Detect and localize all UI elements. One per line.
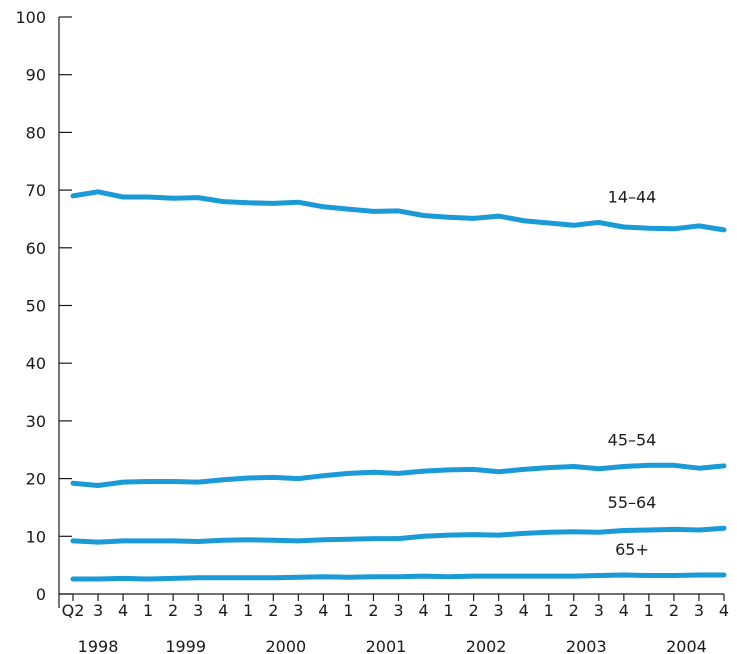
series-label: 45–54 — [608, 430, 657, 449]
series-line — [70, 189, 727, 233]
x-tick-label: 1 — [243, 601, 253, 620]
x-tick-label: 3 — [594, 601, 604, 620]
x-tick-label: 1 — [644, 601, 654, 620]
y-tick-label: 0 — [36, 585, 46, 604]
x-tick-label: 1 — [544, 601, 554, 620]
x-tick-label: 4 — [218, 601, 228, 620]
y-tick-label: 80 — [26, 123, 46, 142]
x-tick-label: 4 — [118, 601, 128, 620]
x-tick-label: 3 — [93, 601, 103, 620]
x-tick-label: 2 — [569, 601, 579, 620]
year-label: 2004 — [666, 637, 707, 654]
y-tick-label: 90 — [26, 66, 46, 85]
x-tick-label: Q2 — [62, 601, 85, 620]
x-tick-label: 2 — [268, 601, 278, 620]
series-line — [70, 462, 727, 488]
y-axis: 0 10 20 30 40 50 60 70 80 90 100 — [15, 8, 72, 608]
y-tick-label: 100 — [15, 8, 46, 27]
x-tick-label: 3 — [293, 601, 303, 620]
x-tick-label: 2 — [168, 601, 178, 620]
series-label: 55–64 — [608, 493, 657, 512]
x-tick-label: 3 — [694, 601, 704, 620]
y-tick-label: 60 — [26, 239, 46, 258]
year-label: 1998 — [78, 637, 119, 654]
series-label: 65+ — [615, 540, 649, 559]
x-tick-label: 2 — [469, 601, 479, 620]
x-tick-label: 1 — [143, 601, 153, 620]
x-tick-label: 3 — [193, 601, 203, 620]
year-label: 2000 — [265, 637, 306, 654]
x-tick-label: 1 — [343, 601, 353, 620]
y-tick-label: 40 — [26, 354, 46, 373]
year-label: 2003 — [566, 637, 607, 654]
series-label: 14–44 — [608, 187, 657, 206]
y-tick-label: 50 — [26, 297, 46, 316]
x-tick-label: 4 — [619, 601, 629, 620]
x-tick-label: 4 — [418, 601, 428, 620]
x-tick-label: 3 — [393, 601, 403, 620]
x-tick-label: 2 — [669, 601, 679, 620]
series-line — [70, 525, 727, 545]
y-tick-label: 10 — [26, 527, 46, 546]
series-labels: 14–44 45–54 55–64 65+ — [608, 187, 657, 559]
y-tick-label: 30 — [26, 412, 46, 431]
x-tick-label: 4 — [719, 601, 729, 620]
year-label: 2002 — [466, 637, 507, 654]
series-lines — [70, 189, 727, 582]
x-tick-label: 4 — [318, 601, 328, 620]
x-tick-label: 1 — [443, 601, 453, 620]
series-line — [70, 572, 727, 582]
x-tick-label: 3 — [494, 601, 504, 620]
year-label: 2001 — [366, 637, 407, 654]
y-tick-label: 70 — [26, 181, 46, 200]
x-tick-label: 4 — [519, 601, 529, 620]
x-tick-label: 2 — [368, 601, 378, 620]
y-tick-label: 20 — [26, 470, 46, 489]
year-label: 1999 — [165, 637, 206, 654]
